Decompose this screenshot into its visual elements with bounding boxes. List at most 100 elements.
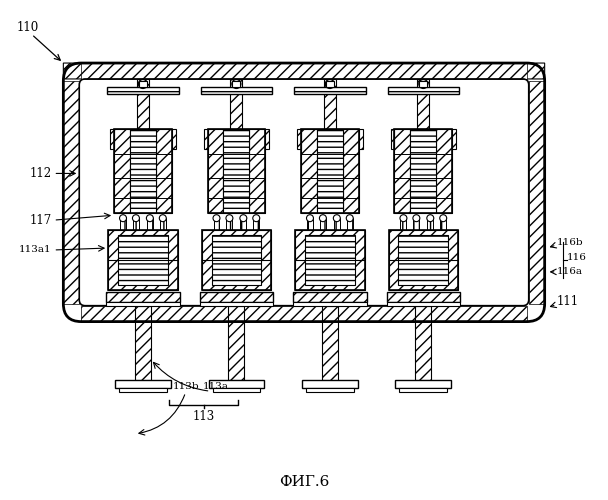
Bar (413, 218, 420, 230)
Circle shape (253, 214, 260, 222)
Text: 112: 112 (29, 167, 52, 180)
Bar (156, 128, 171, 213)
Bar (230, 79, 243, 128)
Bar (213, 218, 219, 230)
FancyBboxPatch shape (63, 63, 545, 322)
Bar (401, 218, 406, 230)
Text: 116: 116 (567, 254, 586, 262)
Bar (389, 230, 458, 290)
Bar (115, 380, 171, 388)
Bar (249, 128, 265, 213)
Bar (119, 388, 167, 392)
Bar (293, 302, 367, 306)
Bar (240, 218, 246, 230)
Text: 117: 117 (29, 214, 52, 226)
Bar (410, 128, 437, 213)
Bar (326, 81, 334, 87)
Bar (135, 306, 151, 380)
Bar (108, 230, 178, 290)
Bar (324, 79, 336, 128)
Bar (106, 292, 180, 302)
Bar (201, 87, 272, 94)
Bar (398, 235, 448, 285)
Bar (293, 292, 367, 302)
Bar (106, 302, 180, 306)
Circle shape (240, 214, 247, 222)
Bar (415, 306, 431, 380)
Bar (63, 81, 79, 304)
Bar (207, 128, 265, 213)
Bar (213, 388, 260, 392)
Bar (107, 87, 179, 94)
Bar (226, 218, 232, 230)
Bar (295, 230, 365, 290)
Circle shape (319, 214, 326, 222)
Circle shape (333, 214, 340, 222)
Text: 116a: 116a (556, 268, 582, 276)
Bar (302, 380, 358, 388)
Text: 113: 113 (193, 410, 215, 423)
Bar (390, 128, 395, 148)
Circle shape (133, 214, 139, 222)
Bar (229, 306, 244, 380)
Bar (347, 218, 353, 230)
Bar (395, 128, 410, 213)
Circle shape (325, 80, 334, 88)
FancyBboxPatch shape (63, 63, 545, 79)
Bar (254, 218, 259, 230)
Bar (202, 230, 271, 290)
Bar (147, 218, 153, 230)
Bar (232, 81, 240, 87)
Bar (137, 79, 149, 128)
Bar (114, 128, 130, 213)
Text: 113b: 113b (172, 382, 199, 392)
Bar (387, 292, 460, 302)
Circle shape (306, 214, 314, 222)
Circle shape (400, 214, 407, 222)
Bar (343, 128, 359, 213)
Bar (265, 128, 269, 148)
Bar (359, 128, 363, 148)
Circle shape (419, 80, 428, 88)
Bar (417, 79, 429, 128)
Bar (334, 218, 340, 230)
Bar (395, 128, 452, 213)
Text: ФИГ.6: ФИГ.6 (279, 474, 329, 488)
Bar (199, 292, 273, 302)
Circle shape (120, 214, 126, 222)
Bar (387, 87, 459, 94)
Text: 113a: 113a (202, 382, 229, 392)
Bar (307, 218, 313, 230)
Text: 116b: 116b (556, 238, 583, 246)
Circle shape (159, 214, 166, 222)
Circle shape (413, 214, 420, 222)
Circle shape (232, 80, 241, 88)
Bar (387, 302, 460, 306)
Bar (306, 388, 354, 392)
Circle shape (139, 80, 147, 88)
Circle shape (213, 214, 220, 222)
Bar (224, 128, 249, 213)
Bar (440, 218, 446, 230)
Bar (301, 128, 317, 213)
Bar (320, 218, 326, 230)
Bar (207, 128, 224, 213)
Bar (133, 218, 139, 230)
Bar (305, 235, 354, 285)
Circle shape (226, 214, 233, 222)
Bar (199, 302, 273, 306)
Bar (130, 128, 156, 213)
Text: 110: 110 (16, 22, 39, 35)
Bar (118, 235, 168, 285)
Circle shape (440, 214, 447, 222)
Bar (529, 81, 545, 304)
Circle shape (427, 214, 434, 222)
Bar (452, 128, 456, 148)
Bar (209, 380, 264, 388)
Bar (294, 87, 365, 94)
Bar (114, 128, 171, 213)
Bar (108, 230, 178, 290)
Bar (395, 380, 451, 388)
Bar (322, 306, 338, 380)
Circle shape (147, 214, 153, 222)
